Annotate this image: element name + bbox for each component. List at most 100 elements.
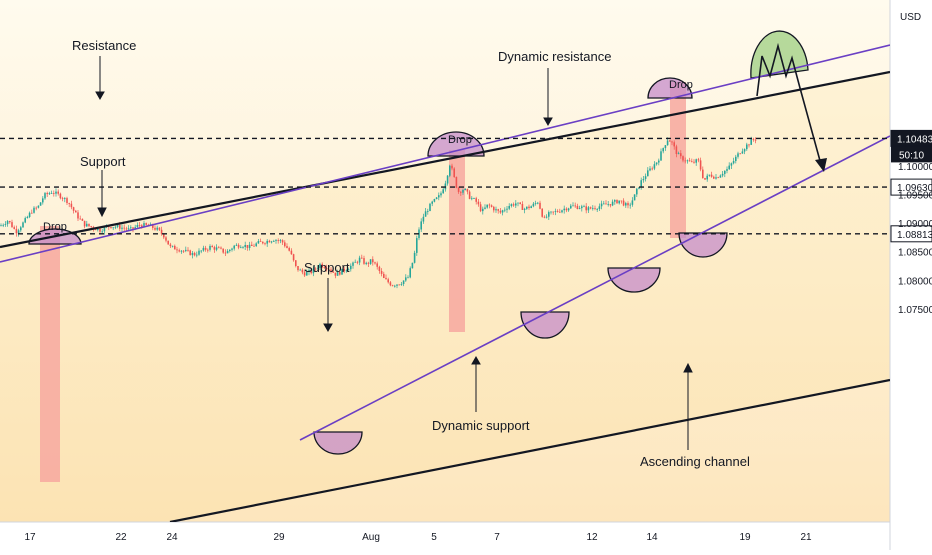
x-tick-labels: 17 22 24 29 Aug 5 7 12 14 19 21 <box>24 532 812 543</box>
candle-body <box>411 262 414 269</box>
dynamic-support-line <box>299 135 890 441</box>
y-tick-labels: 1.10000 1.09500 1.09000 1.08500 1.08000 1.075… <box>898 162 932 316</box>
candle-body <box>295 260 297 266</box>
candle-body <box>211 246 213 248</box>
candle-body <box>627 203 629 206</box>
candle-body <box>620 200 623 202</box>
candle-body <box>374 262 376 264</box>
candle-body <box>493 206 495 211</box>
projection-arrow-head <box>815 158 827 172</box>
candle-body <box>169 244 172 247</box>
candle-body <box>347 269 350 271</box>
candle-body <box>636 188 638 195</box>
candle-body <box>33 207 35 213</box>
resistance-trendline <box>0 70 890 249</box>
candle-body <box>306 271 308 276</box>
candle-body <box>81 218 84 221</box>
candle-body <box>506 208 508 210</box>
candle-body <box>394 285 396 287</box>
candle-body <box>598 206 601 209</box>
time-axis-background <box>0 522 890 550</box>
candle-body <box>90 226 92 227</box>
candle-body <box>213 247 216 250</box>
candle-body <box>204 247 207 250</box>
candle-body <box>48 193 51 195</box>
candle-body <box>453 168 455 177</box>
candle-body <box>310 270 312 274</box>
candle-body <box>114 226 117 228</box>
candle-body <box>600 203 603 207</box>
candle-body <box>614 200 616 202</box>
resistance-arrow-head <box>95 91 105 101</box>
candle-body <box>207 249 209 251</box>
candle-body <box>466 188 469 192</box>
candle-body <box>231 248 233 250</box>
x-tick-label: 24 <box>166 532 178 543</box>
candle-body <box>684 160 686 162</box>
candle-body <box>539 202 541 209</box>
candle-body <box>352 262 354 266</box>
candle-body <box>726 169 728 171</box>
candle-body <box>299 269 301 271</box>
candle-body <box>468 191 471 199</box>
candle-body <box>583 206 585 208</box>
candle-body <box>695 159 697 163</box>
candle-body <box>57 191 59 194</box>
candle-body <box>724 170 726 174</box>
candle-body <box>570 205 572 209</box>
candle-body <box>739 153 741 155</box>
candle-body <box>743 149 746 152</box>
candle-body <box>532 203 535 207</box>
resistance-label: Resistance <box>72 38 136 53</box>
level-tag-label: 1.10483 <box>897 134 932 145</box>
candle-body <box>455 176 458 188</box>
candle-body <box>548 212 550 217</box>
candle-body <box>191 253 194 256</box>
candle-body <box>226 251 229 254</box>
candle-body <box>13 227 15 229</box>
candle-body <box>363 258 365 264</box>
candle-body <box>20 227 22 231</box>
candle-body <box>708 174 711 176</box>
candle-body <box>596 209 598 210</box>
y-tick-label: 1.08000 <box>898 276 932 287</box>
support-mid-arrow-head <box>323 323 333 333</box>
candle-body <box>193 253 196 256</box>
levels-layer: 1.10483 50:10 1.09630 1.08813 <box>0 129 932 243</box>
candle-body <box>717 177 719 179</box>
candle-body <box>365 262 367 264</box>
candle-body <box>622 200 625 206</box>
candle-body <box>438 195 440 198</box>
candle-body <box>198 250 200 255</box>
candle-body <box>127 228 130 230</box>
candle-body <box>123 227 125 229</box>
candle-body <box>235 244 238 246</box>
candle-body <box>435 197 438 199</box>
candle-body <box>721 173 724 176</box>
candle-body <box>178 250 180 252</box>
candle-body <box>145 223 147 225</box>
candle-body <box>332 271 334 273</box>
candle-body <box>339 272 341 275</box>
dynamic-resistance-label: Dynamic resistance <box>498 49 611 64</box>
candle-body <box>259 241 262 242</box>
candle-body <box>314 268 317 270</box>
candle-body <box>112 227 114 229</box>
x-tick-label: 22 <box>115 532 127 543</box>
candle-body <box>53 193 55 194</box>
drop-label: Drop <box>448 134 472 146</box>
candle-body <box>44 193 46 199</box>
candle-body <box>167 240 169 245</box>
candle-body <box>275 240 277 241</box>
candle-body <box>715 177 717 179</box>
candle-body <box>730 163 733 166</box>
candle-body <box>651 168 653 170</box>
candle-body <box>688 160 691 162</box>
candle-body <box>567 208 570 211</box>
candle-body <box>746 144 748 150</box>
candle-body <box>501 210 504 213</box>
candle-body <box>134 227 136 229</box>
candle-body <box>317 267 319 269</box>
candle-body <box>288 248 290 251</box>
candle-body <box>457 187 460 192</box>
